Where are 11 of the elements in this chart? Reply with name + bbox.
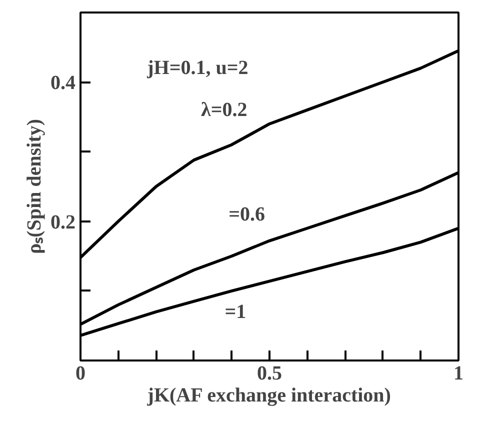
x-axis-title: jK(AF exchange interaction) (146, 384, 391, 406)
annotation: =0.6 (228, 203, 266, 226)
annotation: =1 (224, 300, 246, 323)
annotation: λ=0.2 (201, 98, 248, 121)
y-axis-title: ρₛ(Spin density) (24, 118, 46, 254)
x-tick-label: 0.5 (257, 362, 282, 384)
x-tick-label: 1 (454, 362, 464, 384)
y-tick-label: 0.4 (50, 72, 76, 94)
annotation: jH=0.1, u=2 (146, 57, 248, 80)
y-tick-label: 0.2 (50, 211, 76, 234)
x-tick-label: 0 (76, 362, 86, 384)
